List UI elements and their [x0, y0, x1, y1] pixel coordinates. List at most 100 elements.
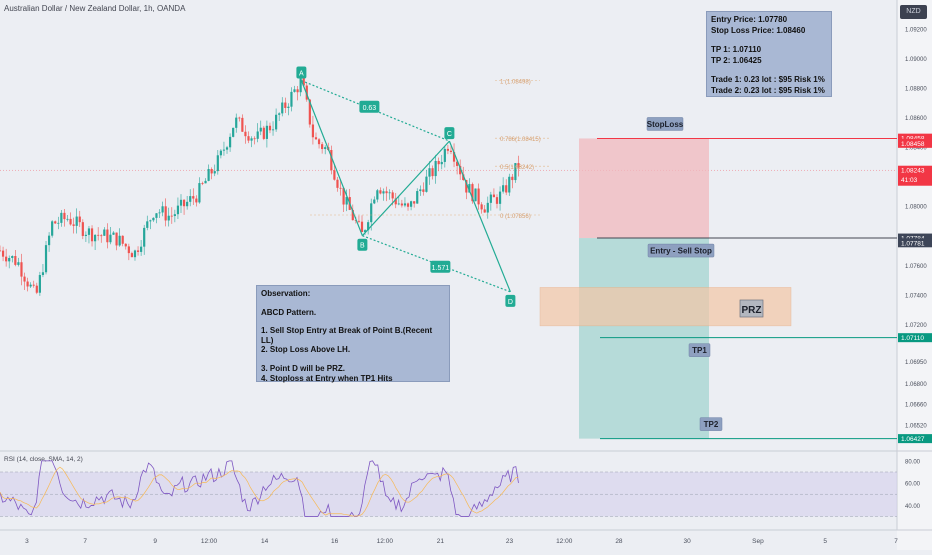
candle-body	[60, 212, 63, 223]
candle-body	[100, 235, 103, 237]
ab-leg	[300, 80, 363, 236]
price-axis-badge-text: 1.07781	[901, 240, 925, 247]
candle-body	[204, 180, 207, 184]
candle-body	[109, 234, 112, 243]
tp2-tag[interactable]: TP2	[699, 417, 723, 431]
observation-box[interactable]: Observation: ABCD Pattern. 1. Sell Stop …	[256, 285, 450, 383]
price-tick-label: 1.06800	[905, 382, 927, 388]
price-axis-badge[interactable]: 1.07781	[898, 238, 932, 248]
candle	[443, 145, 446, 168]
candle-body	[431, 168, 434, 177]
candle-body	[317, 139, 321, 145]
price-axis-badge[interactable]: 1.08243 41:03	[898, 165, 932, 186]
candle	[480, 202, 483, 214]
candle-body	[465, 180, 468, 193]
point-a-marker[interactable]: A	[296, 66, 307, 79]
fib-level-label: 0 (1.07856)	[500, 214, 531, 220]
candle-body	[505, 185, 508, 193]
ratio-ac-badge[interactable]: 0.63	[359, 100, 380, 113]
candle-body	[38, 275, 41, 293]
price-tick-label: 1.08000	[905, 205, 927, 211]
candle-body	[311, 124, 315, 138]
point-marker-bg	[505, 294, 516, 307]
candle	[232, 127, 235, 138]
candle-body	[305, 85, 308, 100]
ratio-bd-badge-bg	[430, 260, 451, 273]
time-tick-label: 12:00	[201, 538, 218, 545]
candle	[268, 122, 272, 134]
candle-body	[262, 127, 265, 139]
point-b-marker[interactable]: B	[357, 238, 368, 251]
tp2-tag-bg	[699, 417, 723, 431]
candle	[413, 201, 416, 208]
candle	[60, 209, 63, 227]
candle-body	[155, 213, 158, 218]
bc-leg	[361, 140, 450, 237]
candle-body	[161, 206, 164, 213]
candle-body	[11, 256, 14, 258]
candle	[241, 114, 244, 133]
time-tick-label: 3	[25, 538, 29, 545]
entry-info-box[interactable]: Entry Price: 1.07780 Stop Loss Price: 1.…	[706, 11, 832, 97]
spacer	[261, 317, 445, 326]
candle	[290, 87, 293, 112]
candle-body	[235, 117, 238, 128]
candle	[235, 113, 238, 133]
candle-body	[508, 176, 511, 193]
time-tick-label: 23	[506, 538, 514, 545]
candle-body	[219, 150, 222, 156]
observation-step-2: 2. Stop Loss Above LH.	[261, 345, 351, 355]
currency-badge[interactable]: NZD	[900, 5, 927, 19]
candle-body	[333, 170, 336, 180]
candle	[170, 207, 173, 224]
prz-tag-bg	[739, 299, 764, 318]
candle	[216, 149, 219, 175]
price-axis-badge-bg	[898, 138, 932, 148]
candle-body	[498, 191, 502, 204]
candle-body	[293, 89, 296, 92]
candle-body	[290, 91, 293, 107]
candle-body	[379, 190, 382, 194]
prz-tag[interactable]: PRZ	[739, 299, 764, 318]
point-d-marker[interactable]: D	[505, 294, 516, 307]
candle	[256, 123, 259, 143]
candle-body	[287, 106, 290, 108]
candle	[57, 216, 60, 230]
ratio-bd-badge[interactable]: 1.571	[430, 260, 451, 273]
symbol-title: Australian Dollar / New Zealand Dollar, …	[4, 4, 186, 13]
spacer	[261, 299, 445, 308]
price-axis-badge[interactable]: 1.06427	[898, 434, 932, 444]
time-tick-label: 9	[153, 538, 157, 545]
candle-body	[222, 149, 226, 151]
entry-tag[interactable]: Entry - Sell Stop	[647, 243, 715, 258]
spacer	[711, 36, 827, 45]
price-axis-badge-bg	[898, 238, 932, 248]
candle	[127, 243, 130, 261]
candle	[419, 185, 422, 196]
candle-body	[152, 217, 155, 221]
candle	[75, 208, 78, 234]
ac-ratio-line	[301, 79, 450, 142]
stoploss-tag[interactable]: StopLoss	[646, 117, 684, 131]
point-c-marker[interactable]: C	[444, 127, 455, 140]
candle	[23, 272, 26, 290]
price-axis-badge-text: 1.08458	[901, 141, 925, 148]
candle	[20, 253, 23, 286]
candle	[81, 219, 84, 240]
candle	[281, 97, 284, 117]
fib-level-label: 0.786(1.08415)	[500, 137, 541, 143]
tp1-tag[interactable]: TP1	[688, 343, 711, 357]
candle	[422, 182, 425, 196]
candle	[143, 224, 146, 255]
price-axis-badge[interactable]: 1.07110	[898, 333, 932, 343]
candle-body	[440, 161, 443, 165]
candle-body	[351, 209, 354, 221]
candle-body	[23, 276, 26, 282]
candle-body	[271, 129, 275, 131]
candle	[225, 145, 229, 154]
candle	[382, 188, 385, 201]
price-axis-badge[interactable]: 1.08458	[898, 138, 932, 148]
price-tick-label: 1.07600	[905, 264, 927, 270]
ratio-ac-badge-text: 0.63	[363, 105, 377, 112]
